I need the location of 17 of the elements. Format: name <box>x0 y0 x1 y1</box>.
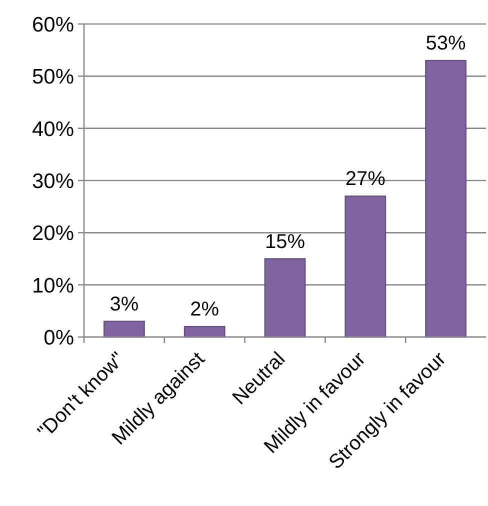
bar <box>104 320 145 338</box>
bar <box>344 196 386 338</box>
data-label: 53% <box>426 32 466 55</box>
y-tick-label: 60% <box>32 14 74 37</box>
y-tick-label: 50% <box>32 66 74 89</box>
data-label: 15% <box>264 230 306 253</box>
data-label: 27% <box>345 168 386 190</box>
data-label: 2% <box>190 298 220 321</box>
bar <box>264 258 306 338</box>
y-tick-label: 10% <box>32 274 74 298</box>
data-label: 3% <box>110 293 139 316</box>
bar <box>184 326 226 338</box>
y-tick-label: 20% <box>32 222 74 246</box>
y-tick-label: 30% <box>32 170 74 194</box>
y-tick-label: 0% <box>44 326 74 350</box>
y-tick-label: 40% <box>32 118 74 141</box>
bar <box>425 60 466 338</box>
